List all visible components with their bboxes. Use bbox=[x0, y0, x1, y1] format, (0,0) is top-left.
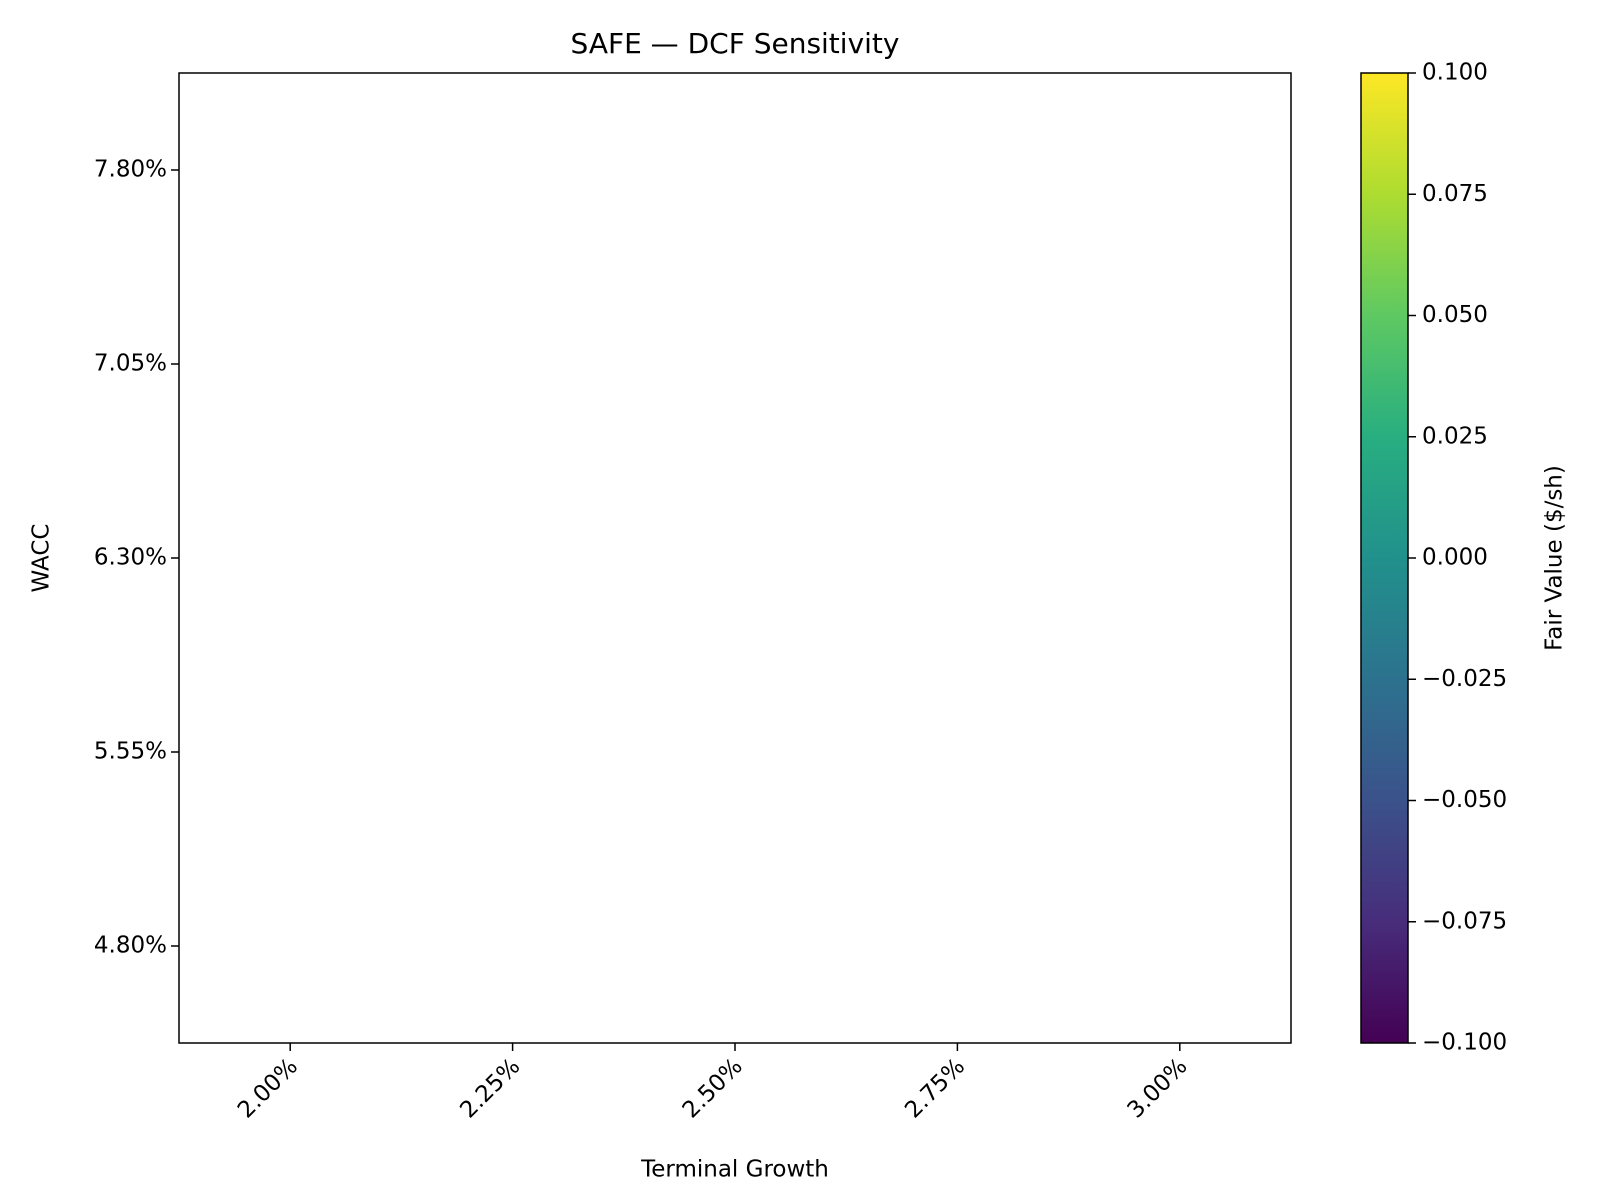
y-tick-label: 7.05% bbox=[94, 351, 167, 377]
plot-frame bbox=[178, 72, 1292, 1044]
colorbar-tick-label: 0.050 bbox=[1422, 302, 1488, 328]
y-axis-label: WACC bbox=[29, 524, 55, 593]
colorbar-label: Fair Value ($/sh) bbox=[1542, 465, 1568, 651]
x-tick-label: 2.00% bbox=[233, 1053, 303, 1123]
y-tick-label: 5.55% bbox=[94, 739, 167, 765]
x-axis-label: Terminal Growth bbox=[640, 1157, 829, 1183]
colorbar-tick-label: −0.075 bbox=[1422, 908, 1507, 934]
x-tick-label: 3.00% bbox=[1123, 1053, 1193, 1123]
colorbar-tick-label: −0.025 bbox=[1422, 666, 1507, 692]
colorbar-tick-label: −0.050 bbox=[1422, 787, 1507, 813]
y-tick-label: 7.80% bbox=[94, 157, 167, 183]
colorbar-tick-label: 0.075 bbox=[1422, 181, 1488, 207]
x-tick-label: 2.25% bbox=[455, 1053, 525, 1123]
y-tick-label: 4.80% bbox=[94, 933, 167, 959]
colorbar-tick-label: 0.000 bbox=[1422, 545, 1488, 571]
x-tick-label: 2.50% bbox=[678, 1053, 748, 1123]
colorbar bbox=[1360, 72, 1409, 1044]
y-tick-label: 6.30% bbox=[94, 545, 167, 571]
colorbar-tick-label: 0.025 bbox=[1422, 423, 1488, 449]
chart-title: SAFE — DCF Sensitivity bbox=[571, 27, 900, 60]
colorbar-tick-label: 0.100 bbox=[1422, 60, 1488, 86]
colorbar-tick-label: −0.100 bbox=[1422, 1030, 1507, 1056]
x-tick-label: 2.75% bbox=[900, 1053, 970, 1123]
